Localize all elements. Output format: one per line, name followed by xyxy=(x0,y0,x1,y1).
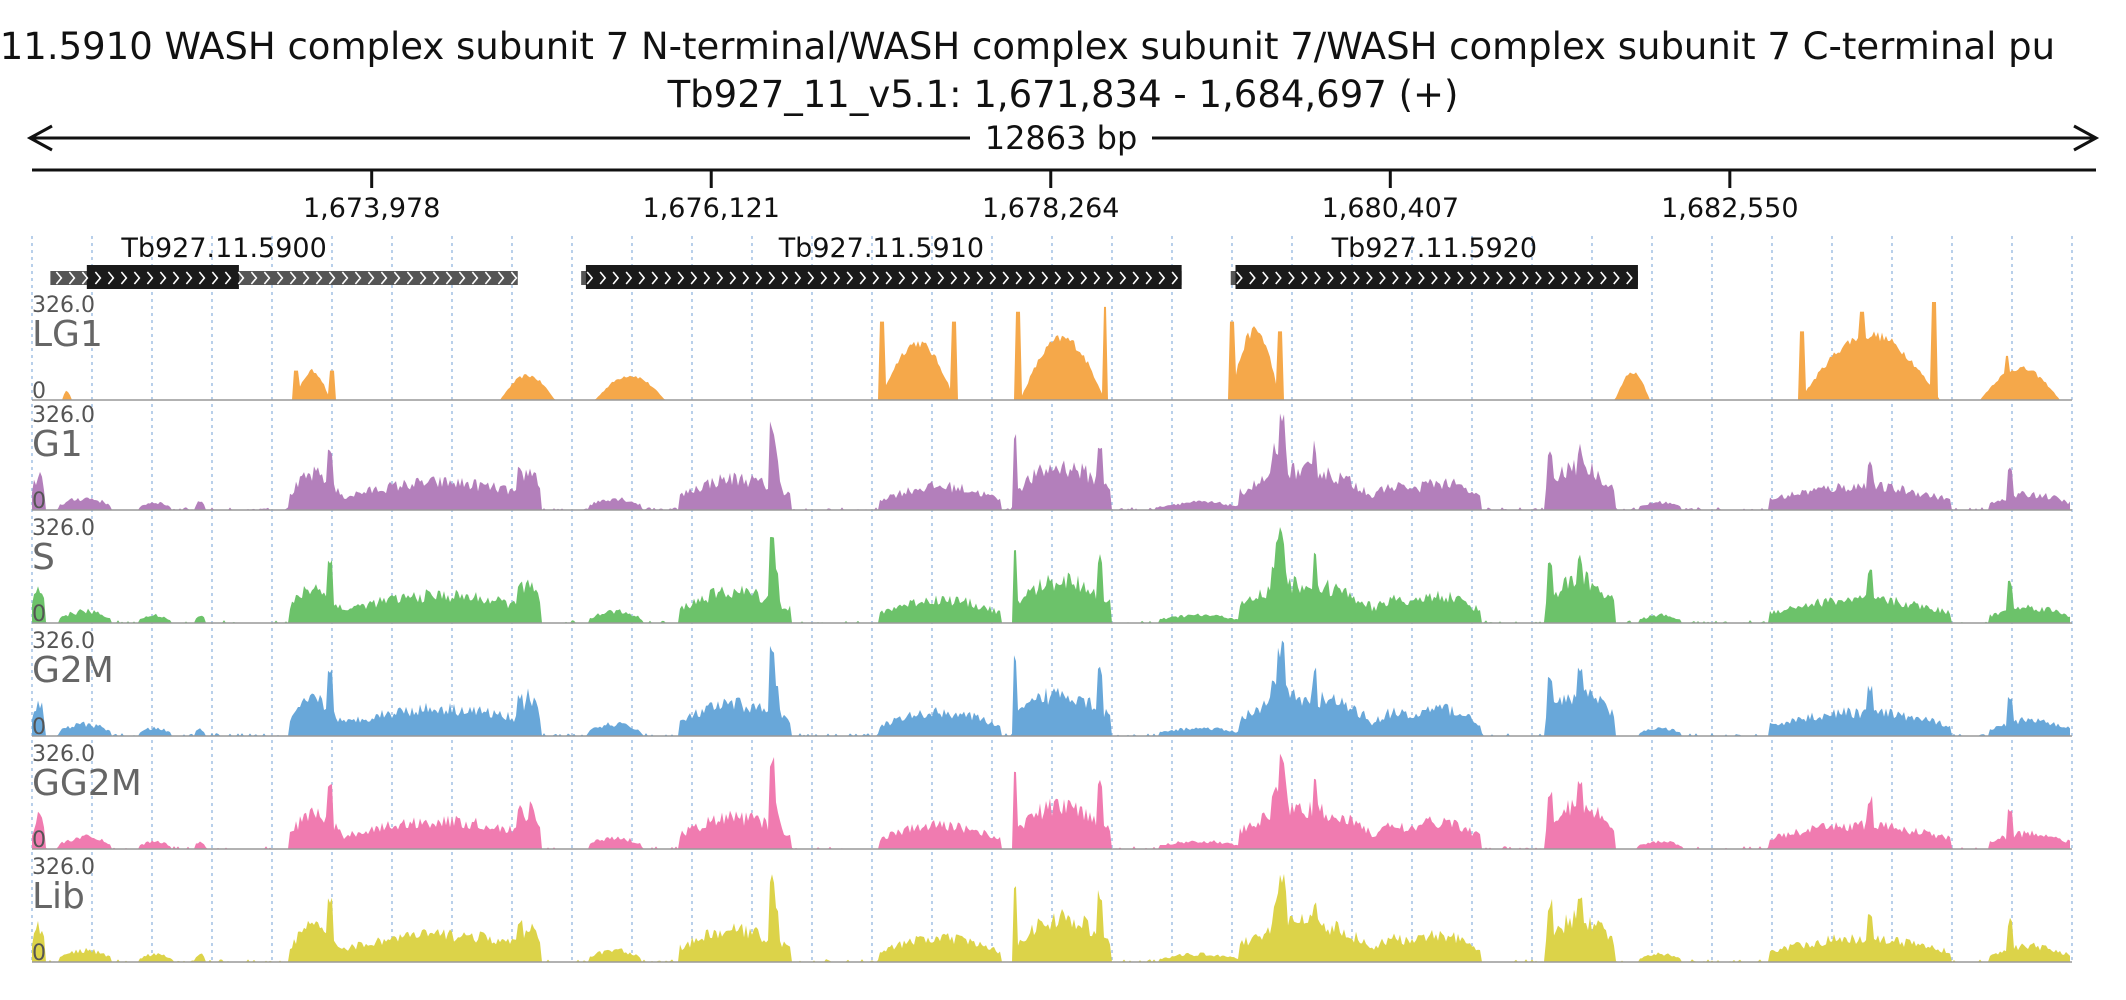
gene-label[interactable]: Tb927.11.5900 xyxy=(120,233,326,264)
gene-feature[interactable]: Tb927.11.5920 xyxy=(1230,233,1638,289)
coverage-area-s xyxy=(32,526,2070,623)
track-min-label: 0 xyxy=(32,941,46,966)
track-max-label: 326.0 xyxy=(32,516,95,541)
track-max-label: 326.0 xyxy=(32,403,95,428)
coverage-area-lib xyxy=(32,873,2070,962)
coverage-area-g1 xyxy=(32,413,2070,510)
track-max-label: 326.0 xyxy=(32,293,95,318)
track-name-label: GG2M xyxy=(32,763,142,804)
track-lib: 326.0 0 Lib xyxy=(32,855,2072,966)
gene-feature[interactable]: Tb927.11.5910 xyxy=(581,233,1182,289)
tick-label: 1,680,407 xyxy=(1322,193,1459,224)
track-lg1: 326.0 0 LG1 xyxy=(32,293,2072,404)
coordinate-axis: 1,673,978 1,676,121 1,678,264 1,680,407 1,68… xyxy=(32,168,2096,224)
arrow-right-icon xyxy=(2073,124,2100,152)
tick-label: 1,673,978 xyxy=(303,193,440,224)
track-min-label: 0 xyxy=(32,379,46,404)
span-length-label: 12863 bp xyxy=(985,119,1138,157)
strand-arrow-icon xyxy=(586,271,1179,285)
track-min-label: 0 xyxy=(32,828,46,853)
track-g2m: 326.0 0 G2M xyxy=(32,629,2072,740)
track-name-label: Lib xyxy=(32,876,85,917)
coverage-area-lg1 xyxy=(32,302,2070,400)
track-min-label: 0 xyxy=(32,602,46,627)
track-name-label: G2M xyxy=(32,650,114,691)
track-s: 326.0 0 S xyxy=(32,516,2072,627)
span-ruler: 12863 bp xyxy=(26,119,2100,157)
gene-track[interactable]: Tb927.11.5900 Tb927.11.5910 Tb927.11.5920 xyxy=(50,233,1638,289)
gene-cds xyxy=(585,265,1182,289)
gene-label[interactable]: Tb927.11.5920 xyxy=(1331,233,1537,264)
track-g1: 326.0 0 G1 xyxy=(32,403,2072,514)
track-name-label: S xyxy=(32,537,55,578)
track-gg2m: 326.0 0 GG2M xyxy=(32,742,2072,853)
strand-arrow-icon xyxy=(55,271,518,285)
strand-arrow-icon xyxy=(1236,271,1633,285)
location-label: Tb927_11_v5.1: 1,671,834 - 1,684,697 (+) xyxy=(667,73,1459,116)
tick-label: 1,678,264 xyxy=(982,193,1119,224)
track-max-label: 326.0 xyxy=(32,742,95,767)
tick-label: 1,682,550 xyxy=(1661,193,1798,224)
coverage-area-gg2m xyxy=(32,753,2070,849)
feature-title: .11.5910 WASH complex subunit 7 N-termin… xyxy=(0,25,2056,68)
track-name-label: LG1 xyxy=(32,314,103,355)
gene-feature[interactable]: Tb927.11.5900 xyxy=(50,233,518,289)
coverage-area-g2m xyxy=(32,640,2070,736)
track-min-label: 0 xyxy=(32,489,46,514)
tick-label: 1,676,121 xyxy=(643,193,780,224)
coverage-tracks: 326.00LG1326.00G1326.00S326.00G2M326.00G… xyxy=(32,293,2072,966)
track-min-label: 0 xyxy=(32,715,46,740)
gene-label[interactable]: Tb927.11.5910 xyxy=(778,233,984,264)
track-max-label: 326.0 xyxy=(32,629,95,654)
arrow-left-icon xyxy=(26,124,53,152)
track-max-label: 326.0 xyxy=(32,855,95,880)
track-name-label: G1 xyxy=(32,424,83,465)
